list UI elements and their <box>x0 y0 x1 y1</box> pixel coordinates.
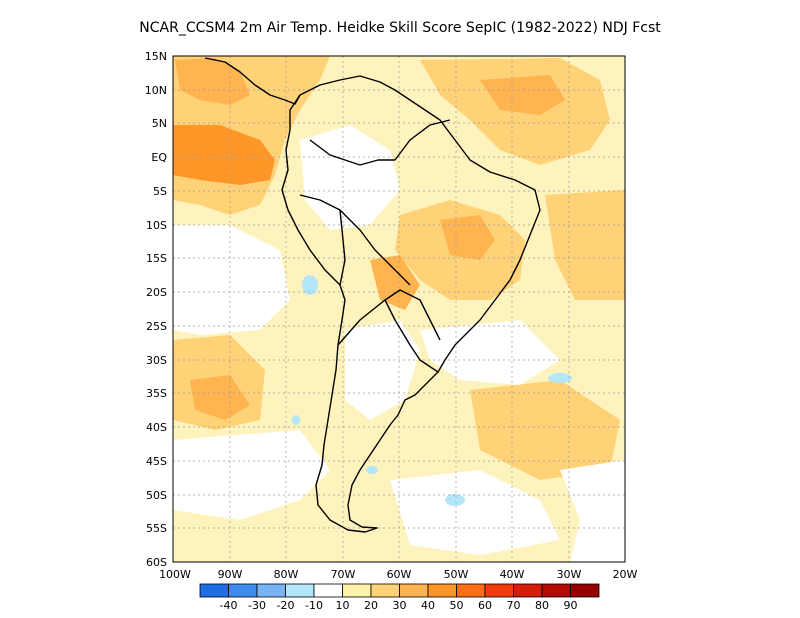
border-line <box>384 299 439 373</box>
colorbar-swatch <box>199 583 229 598</box>
negative-patch <box>366 466 378 474</box>
colorbar-label: 90 <box>564 599 578 612</box>
colorbar-swatch <box>399 583 429 598</box>
negative-patch <box>292 415 300 425</box>
low-skill-south-atlantic <box>420 320 560 385</box>
border-line <box>339 209 346 286</box>
colorbar-label: 30 <box>393 599 407 612</box>
low-skill-far-south <box>173 430 330 520</box>
colorbar: -40 -30 -20 -10 10 20 30 40 50 60 70 80 90 <box>199 583 600 612</box>
colorbar-label: -30 <box>248 599 266 612</box>
lat-label: 50S <box>146 489 167 502</box>
border-line <box>394 119 451 161</box>
colorbar-swatch <box>370 583 400 598</box>
colorbar-label: -40 <box>220 599 238 612</box>
lat-label: 15S <box>146 252 167 265</box>
lat-label: 25S <box>146 320 167 333</box>
colorbar-swatch <box>484 583 514 598</box>
low-skill-pacific-south <box>173 225 290 335</box>
colorbar-swatch <box>456 583 486 598</box>
colorbar-label: 20 <box>364 599 378 612</box>
lat-label: 45S <box>146 455 167 468</box>
colorbar-swatch <box>228 583 258 598</box>
lat-label: 5N <box>152 117 167 130</box>
strong-region-south-pacific <box>190 375 250 420</box>
strong-region-central-america <box>175 58 250 105</box>
colorbar-label: 10 <box>336 599 350 612</box>
colorbar-swatch <box>541 583 571 598</box>
colorbar-swatch <box>342 583 372 598</box>
border-line <box>309 139 395 166</box>
lat-label: EQ <box>151 151 167 164</box>
lat-label: 10S <box>146 219 167 232</box>
strong-region-eastern-pacific <box>173 125 275 185</box>
colorbar-label: 70 <box>507 599 521 612</box>
colorbar-swatch <box>513 583 543 598</box>
low-skill-south-atlantic-2 <box>390 470 560 555</box>
negative-patch <box>302 275 318 295</box>
border-line <box>299 194 411 286</box>
coastlines <box>204 57 541 533</box>
lat-axis: 15N 10N 5N EQ 5S 10S 15S 20S 25S 30S 35S… <box>145 50 168 569</box>
lat-label: 35S <box>146 387 167 400</box>
colorbar-label: 50 <box>450 599 464 612</box>
lon-label: 80W <box>274 568 299 581</box>
colorbar-label: 40 <box>421 599 435 612</box>
south-america-outline <box>281 75 541 533</box>
strong-region-bolivia <box>370 255 420 310</box>
lat-label: 15N <box>145 50 167 63</box>
low-skill-argentina <box>345 320 420 420</box>
colorbar-label: -20 <box>277 599 295 612</box>
border-line <box>337 289 441 346</box>
lon-label: 40W <box>500 568 525 581</box>
graticule <box>173 56 625 562</box>
lat-label: 10N <box>145 84 167 97</box>
central-america-outline <box>204 57 301 105</box>
lon-label: 60W <box>387 568 412 581</box>
colorbar-swatch <box>570 583 600 598</box>
lat-label: 40S <box>146 421 167 434</box>
colorbar-label: 60 <box>478 599 492 612</box>
lat-label: 5S <box>153 185 167 198</box>
low-skill-southeast <box>560 460 625 562</box>
lat-label: 30S <box>146 354 167 367</box>
strong-region-brazil <box>440 215 495 260</box>
map-title: NCAR_CCSM4 2m Air Temp. Heidke Skill Sco… <box>139 20 661 36</box>
colorbar-swatch <box>256 583 286 598</box>
lon-label: 70W <box>331 568 356 581</box>
lat-label: 60S <box>146 556 167 569</box>
warm-region-south-atlantic <box>470 380 620 480</box>
colorbar-swatch <box>427 583 457 598</box>
lon-label: 30W <box>557 568 582 581</box>
warm-region-atlantic-east <box>545 190 625 300</box>
lon-label: 50W <box>444 568 469 581</box>
lon-label: 100W <box>159 568 191 581</box>
negative-patch <box>445 494 465 506</box>
negative-patch <box>548 373 572 383</box>
colorbar-swatch <box>285 583 315 598</box>
lat-label: 20S <box>146 286 167 299</box>
lon-label: 90W <box>218 568 243 581</box>
plot-frame <box>172 55 626 563</box>
strong-region-atlantic-north <box>480 75 565 115</box>
lon-label: 20W <box>613 568 638 581</box>
lon-axis: 100W 90W 80W 70W 60W 50W 40W 30W 20W <box>159 568 637 581</box>
colorbar-label: -10 <box>305 599 323 612</box>
lat-label: 55S <box>146 522 167 535</box>
colorbar-swatch <box>313 583 343 598</box>
colorbar-label: 80 <box>535 599 549 612</box>
